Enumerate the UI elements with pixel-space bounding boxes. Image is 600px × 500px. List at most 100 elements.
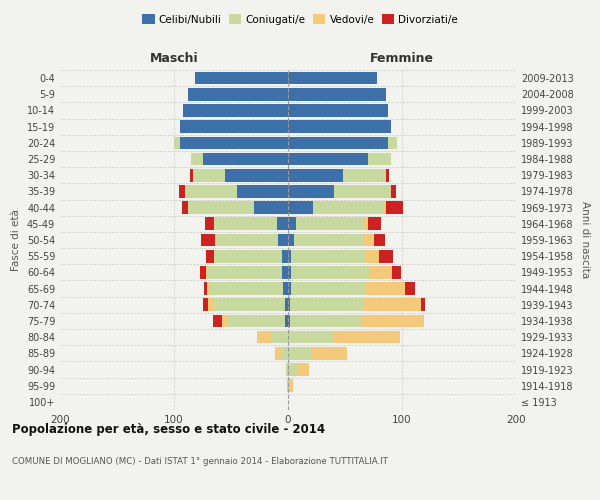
Text: Femmine: Femmine [370, 52, 434, 65]
Bar [286, 363, 288, 376]
Bar [311, 347, 347, 360]
Bar [288, 136, 388, 149]
Bar [288, 331, 334, 344]
Bar [188, 88, 288, 101]
Text: Maschi: Maschi [149, 52, 199, 65]
Bar [288, 347, 311, 360]
Bar [208, 298, 214, 311]
Bar [288, 169, 343, 181]
Bar [191, 152, 203, 166]
Bar [180, 136, 288, 149]
Bar [284, 314, 288, 328]
Bar [206, 266, 208, 278]
Bar [292, 250, 365, 262]
Bar [284, 298, 288, 311]
Bar [288, 314, 290, 328]
Bar [202, 234, 215, 246]
Bar [313, 202, 384, 214]
Bar [288, 363, 297, 376]
Y-axis label: Fasce di età: Fasce di età [11, 209, 21, 271]
Bar [205, 218, 214, 230]
Bar [207, 282, 209, 295]
Bar [275, 347, 281, 360]
Bar [392, 266, 401, 278]
Bar [281, 347, 288, 360]
Bar [288, 298, 290, 311]
Bar [386, 202, 403, 214]
Bar [194, 72, 288, 85]
Bar [288, 250, 292, 262]
Bar [406, 282, 415, 295]
Bar [386, 169, 389, 181]
Bar [222, 314, 227, 328]
Bar [183, 104, 288, 117]
Bar [288, 120, 391, 133]
Bar [384, 202, 386, 214]
Bar [215, 234, 278, 246]
Bar [182, 202, 188, 214]
Bar [288, 152, 368, 166]
Bar [288, 234, 294, 246]
Bar [297, 363, 308, 376]
Bar [296, 218, 364, 230]
Bar [214, 298, 284, 311]
Text: COMUNE DI MOGLIANO (MC) - Dati ISTAT 1° gennaio 2014 - Elaborazione TUTTITALIA.I: COMUNE DI MOGLIANO (MC) - Dati ISTAT 1° … [12, 458, 388, 466]
Bar [283, 266, 288, 278]
Bar [209, 282, 283, 295]
Bar [227, 314, 284, 328]
Bar [288, 104, 388, 117]
Bar [292, 266, 369, 278]
Bar [277, 218, 288, 230]
Bar [369, 266, 392, 278]
Bar [278, 234, 288, 246]
Bar [203, 298, 208, 311]
Text: Popolazione per età, sesso e stato civile - 2014: Popolazione per età, sesso e stato civil… [12, 422, 325, 436]
Bar [364, 298, 421, 311]
Bar [292, 282, 365, 295]
Bar [364, 234, 373, 246]
Bar [288, 88, 386, 101]
Bar [290, 298, 364, 311]
Bar [294, 234, 364, 246]
Bar [391, 185, 397, 198]
Bar [361, 314, 424, 328]
Bar [185, 185, 236, 198]
Bar [343, 169, 386, 181]
Bar [365, 282, 406, 295]
Bar [334, 185, 391, 198]
Bar [288, 202, 313, 214]
Bar [193, 169, 226, 181]
Bar [368, 218, 382, 230]
Bar [188, 202, 254, 214]
Bar [287, 380, 288, 392]
Bar [288, 266, 292, 278]
Bar [283, 282, 288, 295]
Bar [288, 72, 377, 85]
Bar [364, 218, 368, 230]
Bar [288, 282, 292, 295]
Bar [214, 250, 283, 262]
Bar [334, 331, 400, 344]
Bar [388, 136, 397, 149]
Bar [174, 136, 180, 149]
Bar [288, 218, 296, 230]
Bar [208, 266, 283, 278]
Bar [421, 298, 425, 311]
Bar [365, 250, 379, 262]
Bar [373, 234, 385, 246]
Bar [206, 250, 214, 262]
Bar [200, 266, 206, 278]
Bar [271, 331, 288, 344]
Bar [283, 250, 288, 262]
Bar [190, 169, 193, 181]
Bar [203, 152, 288, 166]
Legend: Celibi/Nubili, Coniugati/e, Vedovi/e, Divorziati/e: Celibi/Nubili, Coniugati/e, Vedovi/e, Di… [138, 10, 462, 29]
Bar [236, 185, 288, 198]
Bar [214, 218, 277, 230]
Bar [226, 169, 288, 181]
Bar [257, 331, 271, 344]
Bar [288, 185, 334, 198]
Bar [290, 314, 361, 328]
Bar [213, 314, 222, 328]
Bar [180, 120, 288, 133]
